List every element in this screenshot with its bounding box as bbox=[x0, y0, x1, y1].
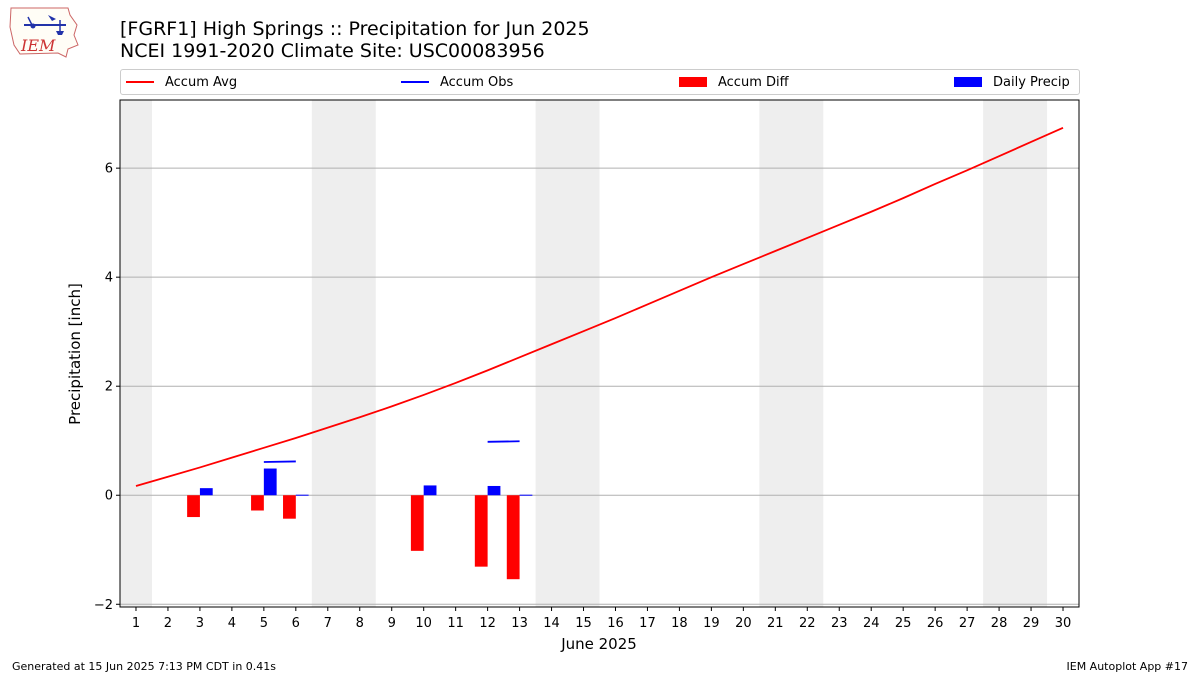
x-tick-label-27: 27 bbox=[959, 616, 976, 631]
x-tick-label-25: 25 bbox=[895, 616, 912, 631]
legend-accum-avg: Accum Avg bbox=[126, 70, 237, 94]
chart-title: [FGRF1] High Springs :: Precipitation fo… bbox=[120, 18, 590, 40]
daily-precip-bar-day-10 bbox=[423, 485, 437, 496]
x-axis-ticks: 1 2 3 4 5 6 7 8 9 10 11 12 13 14 15 16 17 18 19 20 21 22 23 24 2… bbox=[132, 607, 1071, 631]
weekend-band-1 bbox=[311, 100, 376, 607]
daily-precip-bar-day-12 bbox=[487, 485, 501, 496]
x-tick-label-20: 20 bbox=[735, 616, 752, 631]
y-tick-label--2: −2 bbox=[94, 598, 113, 613]
x-tick-label-16: 16 bbox=[607, 616, 624, 631]
x-tick-label-17: 17 bbox=[639, 616, 656, 631]
x-tick-label-6: 6 bbox=[292, 616, 300, 631]
y-tick-label-2: 2 bbox=[105, 380, 113, 395]
y-gridlines bbox=[120, 167, 1079, 605]
legend-label-accum-avg: Accum Avg bbox=[165, 74, 238, 90]
lines bbox=[135, 126, 1064, 487]
legend-swatch-accum-avg bbox=[126, 81, 154, 83]
accum-diff-bar-day-13 bbox=[506, 495, 520, 580]
x-tick-label-26: 26 bbox=[927, 616, 944, 631]
x-tick-label-24: 24 bbox=[863, 616, 880, 631]
x-tick-label-12: 12 bbox=[479, 616, 496, 631]
legend-label-daily-precip: Daily Precip bbox=[993, 74, 1070, 90]
logo-text: IEM bbox=[20, 36, 56, 55]
weekend-band-3 bbox=[759, 100, 824, 607]
accum-diff-bar-day-10 bbox=[410, 495, 424, 551]
x-tick-label-13: 13 bbox=[511, 616, 528, 631]
accum-diff-bar-day-12 bbox=[474, 495, 488, 567]
y-tick-label-0: 0 bbox=[105, 489, 113, 504]
y-axis-ticks: −2 0 2 4 6 bbox=[94, 162, 120, 613]
accum-diff-bar-day-6 bbox=[283, 495, 296, 519]
footer-app: IEM Autoplot App #17 bbox=[1066, 660, 1189, 673]
x-axis-label: June 2025 bbox=[560, 635, 637, 653]
x-tick-label-2: 2 bbox=[164, 616, 172, 631]
x-tick-label-9: 9 bbox=[388, 616, 396, 631]
y-axis-label: Precipitation [inch] bbox=[66, 283, 84, 425]
legend: Accum Avg Accum Obs Accum Diff Daily Pre… bbox=[120, 69, 1080, 95]
legend-daily-precip: Daily Precip bbox=[954, 70, 1070, 94]
x-tick-label-28: 28 bbox=[991, 616, 1008, 631]
x-tick-label-7: 7 bbox=[324, 616, 332, 631]
weekend-band-4 bbox=[983, 100, 1048, 607]
daily-precip-bar-day-13 bbox=[519, 494, 533, 496]
chart-subtitle: NCEI 1991-2020 Climate Site: USC00083956 bbox=[120, 40, 545, 62]
legend-label-accum-obs: Accum Obs bbox=[440, 74, 514, 90]
legend-accum-obs: Accum Obs bbox=[401, 70, 513, 94]
x-tick-label-8: 8 bbox=[356, 616, 364, 631]
daily-precip-bar-day-6 bbox=[295, 494, 309, 496]
weekend-band-0 bbox=[120, 100, 152, 607]
x-tick-label-3: 3 bbox=[196, 616, 204, 631]
x-tick-label-14: 14 bbox=[543, 616, 560, 631]
daily-precip-bar-day-5 bbox=[263, 468, 277, 496]
legend-swatch-accum-obs bbox=[401, 81, 429, 83]
accum-obs-line-segment-0 bbox=[263, 460, 296, 463]
x-tick-label-15: 15 bbox=[575, 616, 592, 631]
legend-swatch-daily-precip bbox=[954, 77, 982, 87]
accum-obs-line-segment-1 bbox=[487, 440, 520, 443]
x-tick-label-30: 30 bbox=[1055, 616, 1072, 631]
daily-precip-bar-day-3 bbox=[199, 488, 213, 496]
legend-accum-diff: Accum Diff bbox=[679, 70, 789, 94]
accum-diff-bar-day-3 bbox=[187, 495, 200, 518]
x-tick-label-29: 29 bbox=[1023, 616, 1040, 631]
x-tick-label-5: 5 bbox=[260, 616, 268, 631]
accum-diff-bar-day-5 bbox=[251, 495, 264, 511]
y-tick-label-6: 6 bbox=[105, 162, 113, 177]
x-tick-label-21: 21 bbox=[767, 616, 784, 631]
plot-frame bbox=[119, 99, 1080, 608]
y-tick-label-4: 4 bbox=[105, 271, 113, 286]
footer-generated: Generated at 15 Jun 2025 7:13 PM CDT in … bbox=[12, 660, 277, 673]
bars bbox=[187, 468, 533, 580]
legend-label-accum-diff: Accum Diff bbox=[718, 74, 789, 90]
x-tick-label-4: 4 bbox=[228, 616, 236, 631]
legend-swatch-accum-diff bbox=[679, 77, 707, 87]
x-tick-label-23: 23 bbox=[831, 616, 848, 631]
x-tick-label-1: 1 bbox=[132, 616, 140, 631]
x-tick-label-10: 10 bbox=[415, 616, 432, 631]
x-tick-label-11: 11 bbox=[447, 616, 464, 631]
weekend-band-2 bbox=[535, 100, 600, 607]
accum-avg-line bbox=[135, 126, 1064, 487]
iem-logo: IEM bbox=[8, 5, 82, 59]
x-tick-label-19: 19 bbox=[703, 616, 720, 631]
x-tick-label-22: 22 bbox=[799, 616, 816, 631]
weekend-shading bbox=[120, 100, 1048, 607]
x-tick-label-18: 18 bbox=[671, 616, 688, 631]
